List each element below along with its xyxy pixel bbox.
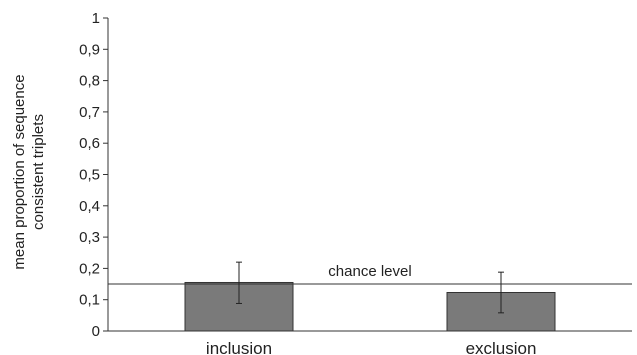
y-tick-label: 0,5 xyxy=(79,167,100,184)
y-axis-label: mean proportion of sequence consistent t… xyxy=(11,74,47,269)
y-axis-ticks: 0 0,1 0,2 0,3 0,4 0,5 0,6 0,7 0,8 0,9 1 xyxy=(79,10,108,340)
y-tick-label: 1 xyxy=(92,10,100,27)
y-tick-label: 0 xyxy=(92,323,100,340)
error-bars xyxy=(236,261,504,314)
y-axis-label-line-1: mean proportion of sequence xyxy=(11,74,28,269)
y-tick-label: 0,9 xyxy=(79,41,100,58)
y-tick-label: 0,6 xyxy=(79,135,100,152)
reference-line-group: chance level xyxy=(108,263,632,285)
y-tick-label: 0,7 xyxy=(79,104,100,121)
y-axis-label-line-2: consistent triplets xyxy=(30,114,47,230)
category-labels: inclusion exclusion xyxy=(206,339,537,355)
y-tick-label: 0,8 xyxy=(79,73,100,90)
chance-level-label: chance level xyxy=(328,263,411,280)
y-tick-label: 0,2 xyxy=(79,260,100,277)
bars xyxy=(184,281,556,332)
y-tick-label: 0,1 xyxy=(79,292,100,309)
y-tick-label: 0,4 xyxy=(79,198,100,215)
y-tick-label: 0,3 xyxy=(79,229,100,246)
category-label-inclusion: inclusion xyxy=(206,339,272,355)
category-label-exclusion: exclusion xyxy=(466,339,537,355)
